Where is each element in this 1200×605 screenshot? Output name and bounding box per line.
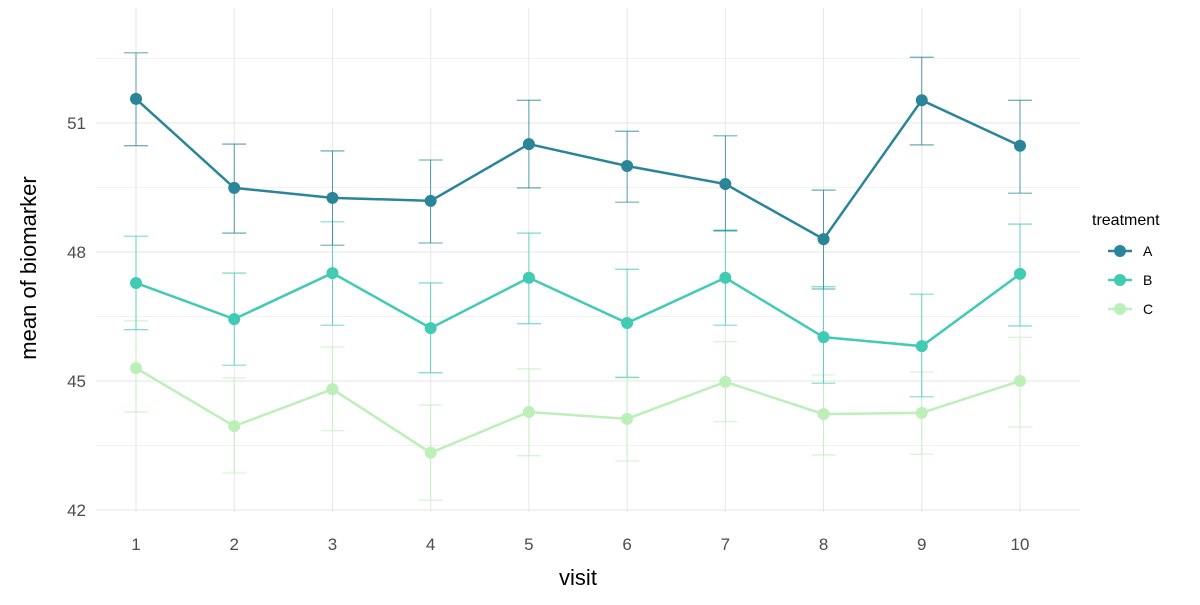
legend-key-point [1114, 274, 1126, 286]
data-point [719, 271, 732, 284]
x-tick-label: 6 [622, 535, 631, 554]
data-point [1014, 267, 1026, 280]
data-point [130, 276, 142, 289]
x-tick-label: 10 [1011, 535, 1030, 554]
y-tick-label: 42 [67, 501, 86, 520]
data-point [915, 340, 928, 353]
legend-item-C: C [1108, 301, 1153, 317]
data-point [719, 178, 732, 191]
legend-label: C [1143, 301, 1153, 317]
grid [96, 8, 1080, 512]
data-point [130, 92, 142, 105]
legend-item-B: B [1108, 272, 1152, 288]
data-point [228, 313, 241, 326]
x-tick-label: 8 [819, 535, 828, 554]
y-axis-label: mean of biomarker [16, 176, 41, 359]
data-point [424, 322, 437, 335]
series-B [124, 221, 1032, 398]
legend-key-point [1114, 303, 1126, 315]
legend-label: B [1143, 272, 1152, 288]
data-point [326, 383, 339, 396]
data-point [522, 271, 535, 284]
y-axis-ticks: 42 45 48 51 [67, 114, 86, 520]
x-tick-label: 3 [328, 535, 337, 554]
data-point [228, 420, 241, 433]
x-tick-label: 5 [524, 535, 533, 554]
x-tick-label: 2 [229, 535, 238, 554]
data-point [817, 408, 830, 421]
series-line [135, 271, 1021, 348]
series-group [124, 52, 1032, 501]
legend-item-A: A [1108, 243, 1153, 259]
data-point [1014, 375, 1026, 387]
series-line [135, 97, 1021, 241]
data-point [621, 160, 634, 172]
data-point [424, 194, 437, 207]
x-tick-label: 7 [721, 535, 730, 554]
legend-title: treatment [1092, 212, 1160, 229]
data-point [326, 267, 339, 280]
series-C [124, 320, 1032, 501]
x-axis-ticks: 1 2 3 4 5 6 7 8 9 10 [131, 535, 1029, 554]
legend: treatment ABC [1092, 212, 1160, 317]
series-A [124, 52, 1032, 290]
data-point [522, 138, 535, 151]
data-point [817, 331, 830, 344]
x-axis-label: visit [559, 565, 597, 590]
data-point [719, 375, 732, 388]
y-tick-label: 51 [67, 114, 86, 133]
data-point [424, 446, 437, 459]
x-tick-label: 1 [131, 535, 140, 554]
data-point [621, 412, 634, 425]
legend-label: A [1143, 243, 1153, 259]
data-point [817, 233, 830, 246]
data-point [228, 181, 241, 194]
data-point [915, 94, 928, 107]
y-tick-label: 48 [67, 243, 86, 262]
data-point [130, 362, 142, 375]
y-tick-label: 45 [67, 372, 86, 391]
data-point [326, 191, 339, 204]
x-tick-label: 4 [426, 535, 435, 554]
data-point [915, 406, 928, 419]
data-point [621, 316, 634, 329]
series-line [135, 367, 1021, 455]
data-point [522, 405, 535, 418]
legend-key-point [1114, 245, 1126, 257]
data-point [1014, 139, 1026, 152]
x-tick-label: 9 [917, 535, 926, 554]
